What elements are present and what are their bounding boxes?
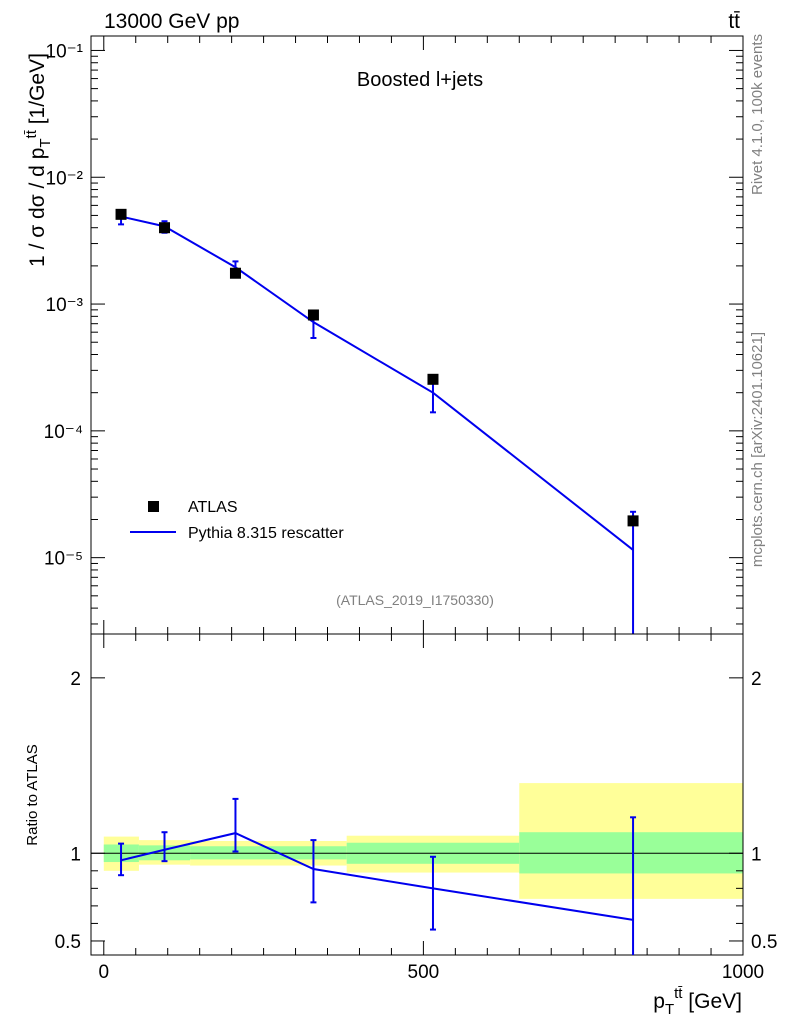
atlas-data-point (427, 373, 439, 385)
ratio-pythia-line (120, 832, 634, 921)
ratio-marks (118, 797, 637, 955)
ratio-y-tick-label-right: 1 (751, 844, 762, 865)
main-axes: 10⁻⁵ 10⁻⁴ 10⁻³ 10⁻² 10⁻¹ (44, 35, 744, 635)
main-y-axis-label: 1 / σ dσ / d pTtt̄ [1/GeV] (23, 53, 54, 267)
legend-atlas-label: ATLAS (188, 499, 238, 516)
main-frame (90, 35, 744, 635)
atlas-data-point (307, 309, 319, 321)
main-y-tick-label: 10⁻¹ (46, 41, 84, 62)
main-plot-title: Boosted l+jets (357, 69, 483, 91)
main-y-tick-label: 10⁻⁵ (44, 549, 83, 570)
x-axis-label: pTtt̄ [GeV] (653, 985, 742, 1018)
legend: ATLAS Pythia 8.315 rescatter (130, 499, 344, 542)
ratio-y-tick-label-right: 2 (751, 669, 762, 690)
atlas-data-point (159, 222, 171, 234)
mcplots-credit-label: mcplots.cern.ch [arXiv:2401.10621] (749, 332, 766, 567)
header-collision-label: 13000 GeV pp (104, 10, 239, 33)
atlas-data-point (115, 208, 127, 220)
header-process-label: tt̄ (728, 10, 740, 33)
analysis-tag: (ATLAS_2019_I1750330) (336, 592, 494, 608)
main-y-tick-label: 10⁻⁴ (44, 422, 83, 443)
ratio-panel: 0.5 0.5 1 1 2 2 0 500 1000 Ratio to ATLAS pTtt̄ … (24, 633, 777, 1018)
ratio-y-tick-label: 1 (70, 844, 81, 865)
atlas-data-point (627, 515, 639, 527)
ratio-y-tick-label: 0.5 (55, 932, 81, 953)
main-marks (115, 208, 639, 634)
main-y-tick-label: 10⁻² (46, 168, 84, 189)
rivet-version-label: Rivet 4.1.0, 100k events (749, 34, 766, 195)
ratio-y-tick-label: 2 (70, 669, 81, 690)
pythia-line (120, 215, 634, 551)
main-panel: Boosted l+jets (ATLAS_2019_I1750330) 1 /… (23, 35, 744, 635)
atlas-data-point (229, 267, 241, 279)
ratio-frame (90, 633, 744, 956)
legend-pythia-label: Pythia 8.315 rescatter (188, 525, 344, 542)
x-tick-label: 0 (98, 962, 109, 983)
ratio-y-tick-label-right: 0.5 (751, 932, 777, 953)
ratio-axes: 0.5 0.5 1 1 2 2 0 500 1000 (55, 633, 777, 983)
x-tick-label: 500 (408, 962, 440, 983)
ratio-y-axis-label: Ratio to ATLAS (24, 744, 41, 845)
legend-atlas-marker (148, 501, 159, 512)
x-tick-label: 1000 (722, 962, 764, 983)
main-y-tick-label: 10⁻³ (46, 295, 84, 316)
